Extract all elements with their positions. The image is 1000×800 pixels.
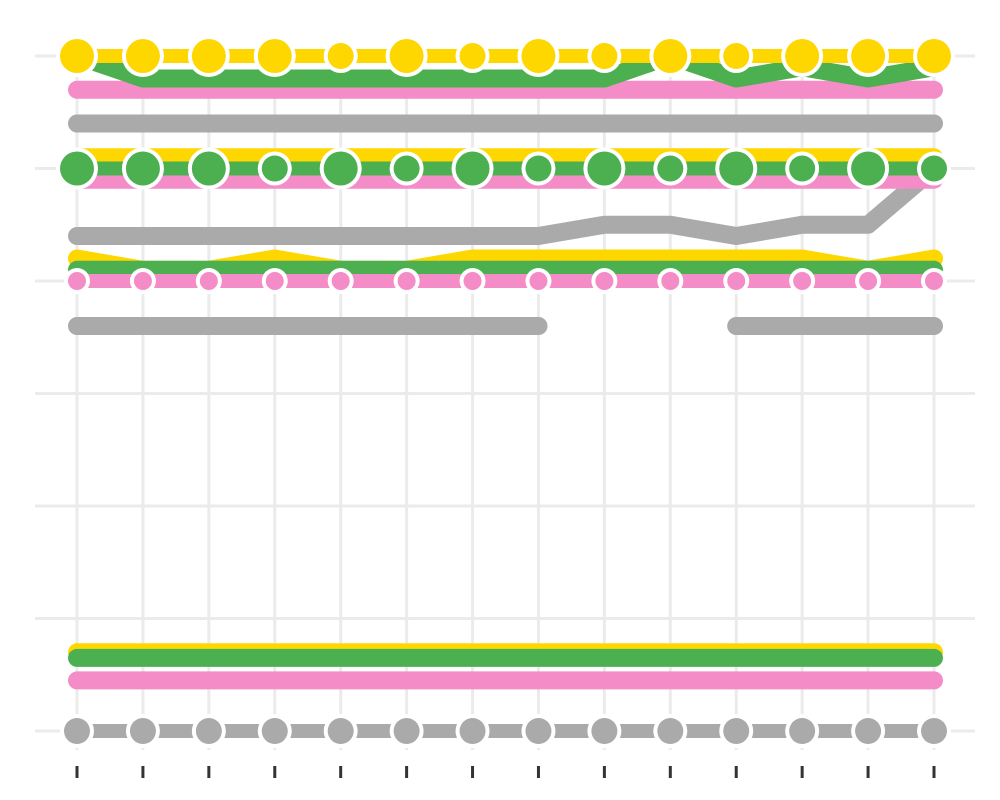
data-point bbox=[591, 718, 618, 744]
data-point bbox=[331, 272, 350, 290]
marker-layer bbox=[56, 35, 955, 748]
data-point bbox=[521, 39, 556, 73]
data-point bbox=[327, 43, 354, 69]
data-point bbox=[785, 39, 820, 73]
data-point bbox=[265, 272, 284, 290]
data-point bbox=[789, 718, 816, 744]
data-point bbox=[393, 718, 420, 744]
data-point bbox=[257, 39, 292, 73]
data-point bbox=[723, 43, 750, 69]
data-point bbox=[261, 718, 288, 744]
data-point bbox=[60, 151, 94, 186]
data-point bbox=[925, 272, 943, 290]
data-point bbox=[64, 718, 90, 744]
data-point bbox=[397, 272, 416, 290]
data-point bbox=[855, 718, 882, 744]
data-point bbox=[723, 718, 750, 744]
data-point bbox=[587, 151, 622, 186]
data-point bbox=[455, 151, 490, 186]
data-point bbox=[191, 39, 226, 73]
data-point bbox=[595, 272, 614, 290]
data-point bbox=[68, 272, 86, 290]
data-point bbox=[327, 718, 354, 744]
data-point bbox=[921, 155, 947, 182]
data-point bbox=[393, 155, 420, 182]
data-point bbox=[719, 151, 754, 186]
data-point bbox=[591, 43, 618, 69]
data-point bbox=[851, 151, 886, 186]
data-point bbox=[261, 155, 288, 182]
data-point bbox=[525, 155, 552, 182]
data-point bbox=[653, 39, 688, 73]
data-point bbox=[657, 155, 684, 182]
data-point bbox=[851, 39, 886, 73]
data-point bbox=[195, 718, 222, 744]
data-point bbox=[859, 272, 878, 290]
data-point bbox=[917, 39, 951, 73]
data-point bbox=[459, 43, 486, 69]
data-point bbox=[191, 151, 226, 186]
data-point bbox=[657, 718, 684, 744]
data-point bbox=[789, 155, 816, 182]
data-point bbox=[661, 272, 680, 290]
data-point bbox=[323, 151, 358, 186]
data-point bbox=[60, 39, 94, 73]
data-point bbox=[389, 39, 424, 73]
data-point bbox=[921, 718, 947, 744]
data-point bbox=[459, 718, 486, 744]
data-point bbox=[529, 272, 548, 290]
data-point bbox=[199, 272, 218, 290]
series-line-gray bbox=[68, 159, 943, 245]
data-point bbox=[727, 272, 746, 290]
data-point bbox=[463, 272, 482, 290]
data-point bbox=[793, 272, 812, 290]
data-point bbox=[129, 718, 156, 744]
x-axis-ticks bbox=[75, 766, 936, 778]
data-point bbox=[133, 272, 152, 290]
data-point bbox=[525, 718, 552, 744]
data-point bbox=[125, 39, 160, 73]
data-point bbox=[125, 151, 160, 186]
